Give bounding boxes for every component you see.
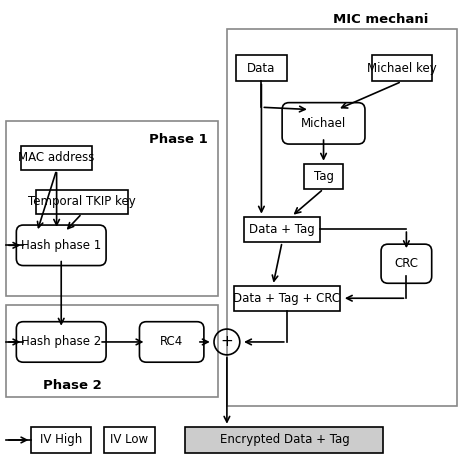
FancyBboxPatch shape: [16, 322, 106, 362]
Text: Phase 1: Phase 1: [149, 133, 208, 146]
Bar: [304, 163, 343, 189]
Text: MIC mechani: MIC mechani: [333, 13, 429, 26]
Bar: [234, 286, 340, 311]
Text: Encrypted Data + Tag: Encrypted Data + Tag: [219, 433, 349, 446]
Bar: [31, 426, 91, 453]
Text: Temporal TKIP key: Temporal TKIP key: [28, 195, 136, 208]
Bar: [186, 426, 383, 453]
Text: Tag: Tag: [313, 170, 333, 183]
Bar: [236, 55, 287, 81]
Bar: [36, 190, 128, 213]
Text: Data: Data: [247, 62, 275, 75]
Bar: [6, 305, 218, 397]
Text: CRC: CRC: [394, 257, 419, 270]
Text: +: +: [220, 334, 233, 350]
Text: MAC address: MAC address: [19, 151, 95, 164]
FancyBboxPatch shape: [381, 244, 432, 283]
Text: Hash phase 2: Hash phase 2: [21, 336, 101, 349]
Text: Michael key: Michael key: [367, 62, 437, 75]
Bar: [21, 146, 92, 170]
Text: RC4: RC4: [160, 336, 183, 349]
FancyBboxPatch shape: [282, 103, 365, 144]
Text: IV Low: IV Low: [110, 433, 149, 446]
Text: Hash phase 1: Hash phase 1: [21, 239, 101, 252]
Bar: [244, 217, 320, 242]
Text: Data + Tag + CRC: Data + Tag + CRC: [233, 292, 340, 305]
Text: Michael: Michael: [301, 117, 346, 130]
FancyBboxPatch shape: [16, 225, 106, 266]
Text: IV High: IV High: [40, 433, 82, 446]
Bar: [372, 55, 432, 81]
Bar: [104, 426, 155, 453]
FancyBboxPatch shape: [139, 322, 204, 362]
Bar: [227, 29, 457, 407]
Bar: [6, 121, 218, 296]
Text: Phase 2: Phase 2: [44, 379, 102, 392]
Text: Data + Tag: Data + Tag: [249, 223, 315, 236]
